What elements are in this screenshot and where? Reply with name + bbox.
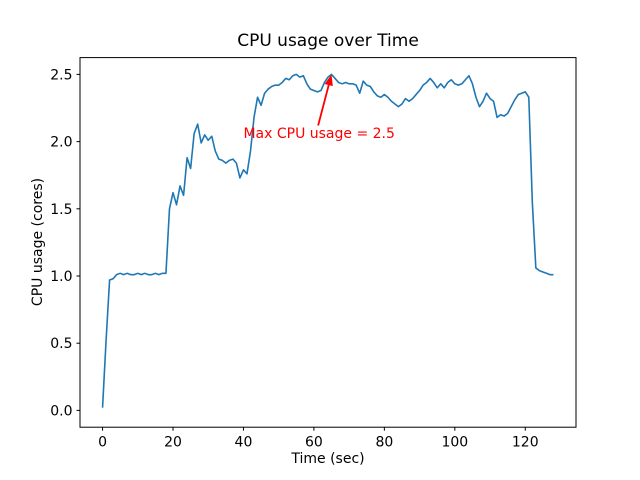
y-tick-label: 2.0 [50, 135, 72, 151]
annotation-label: Max CPU usage = 2.5 [243, 125, 395, 142]
x-axis-label: Time (sec) [291, 451, 365, 467]
x-tick-label: 20 [164, 435, 182, 451]
x-tick-label: 60 [305, 435, 323, 451]
y-tick-label: 2.5 [50, 67, 72, 83]
x-tick-label: 120 [512, 435, 539, 451]
annotation-arrow-line [317, 84, 330, 126]
y-tick-label: 1.5 [50, 202, 72, 218]
cpu-usage-line [101, 73, 554, 408]
annotation-arrow-head [324, 74, 333, 87]
y-axis-label: CPU usage (cores) [30, 177, 46, 307]
x-tick-label: 0 [98, 435, 107, 451]
x-tick-label: 100 [441, 435, 468, 451]
plot-border [79, 57, 577, 428]
chart-title: CPU usage over Time [237, 31, 419, 51]
y-tick-label: 0.5 [50, 336, 72, 352]
x-tick-label: 80 [375, 435, 393, 451]
y-tick-label: 1.0 [50, 269, 72, 285]
y-tick-label: 0.0 [50, 403, 72, 419]
x-tick-label: 40 [235, 435, 253, 451]
